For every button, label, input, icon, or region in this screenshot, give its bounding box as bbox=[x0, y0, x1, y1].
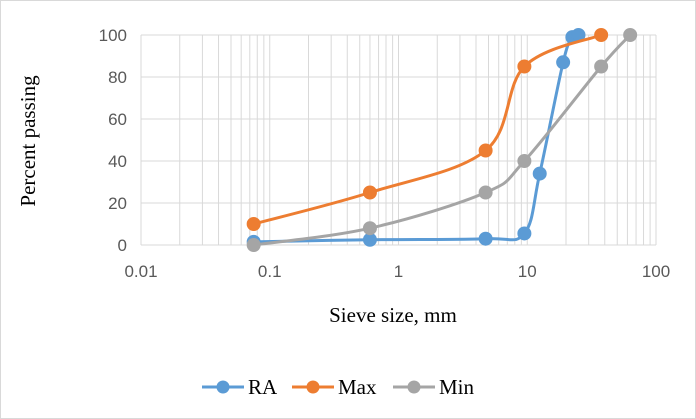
data-point-min bbox=[623, 28, 638, 42]
data-point-ra bbox=[517, 226, 532, 241]
series-min bbox=[246, 28, 638, 252]
axes: 0.01 0.1 1 10 100 0 20 40 60 80 100 bbox=[99, 26, 671, 281]
legend-item-min: Min bbox=[393, 375, 475, 399]
data-point-ra bbox=[478, 231, 493, 246]
data-point-max bbox=[594, 28, 609, 42]
legend: RA Max Min bbox=[202, 375, 475, 399]
x-tick-label: 0.01 bbox=[124, 262, 157, 281]
legend-marker-min bbox=[407, 380, 421, 394]
legend-label-min: Min bbox=[439, 375, 475, 399]
data-point-min bbox=[594, 59, 609, 74]
data-point-max bbox=[517, 59, 532, 74]
x-tick-label: 10 bbox=[518, 262, 537, 281]
x-axis-title: Sieve size, mm bbox=[329, 303, 457, 327]
data-point-ra bbox=[532, 166, 547, 181]
y-tick-label: 20 bbox=[108, 194, 127, 213]
data-point-max bbox=[478, 143, 493, 158]
data-point-min bbox=[478, 185, 493, 200]
legend-marker-ra bbox=[216, 380, 230, 394]
legend-item-max: Max bbox=[292, 375, 377, 399]
y-tick-label: 0 bbox=[118, 236, 127, 255]
legend-marker-max bbox=[306, 380, 320, 394]
x-tick-label: 1 bbox=[394, 262, 403, 281]
data-point-max bbox=[246, 217, 261, 231]
series-group bbox=[246, 28, 638, 252]
data-point-max bbox=[362, 185, 377, 200]
y-tick-label: 100 bbox=[99, 26, 127, 45]
series-max bbox=[246, 28, 609, 231]
data-point-ra bbox=[556, 55, 571, 70]
legend-label-max: Max bbox=[338, 375, 377, 399]
x-tick-label: 0.1 bbox=[258, 262, 282, 281]
y-tick-label: 40 bbox=[108, 152, 127, 171]
series-line-min bbox=[253, 33, 632, 247]
data-point-min bbox=[362, 221, 377, 236]
legend-item-ra: RA bbox=[202, 375, 278, 399]
x-tick-label: 100 bbox=[642, 262, 670, 281]
legend-label-ra: RA bbox=[248, 375, 278, 399]
y-tick-label: 60 bbox=[108, 110, 127, 129]
data-point-min bbox=[517, 154, 532, 168]
y-axis-title: Percent passing bbox=[16, 75, 40, 207]
y-tick-label: 80 bbox=[108, 68, 127, 87]
grid bbox=[140, 34, 657, 246]
data-point-min bbox=[246, 238, 261, 252]
